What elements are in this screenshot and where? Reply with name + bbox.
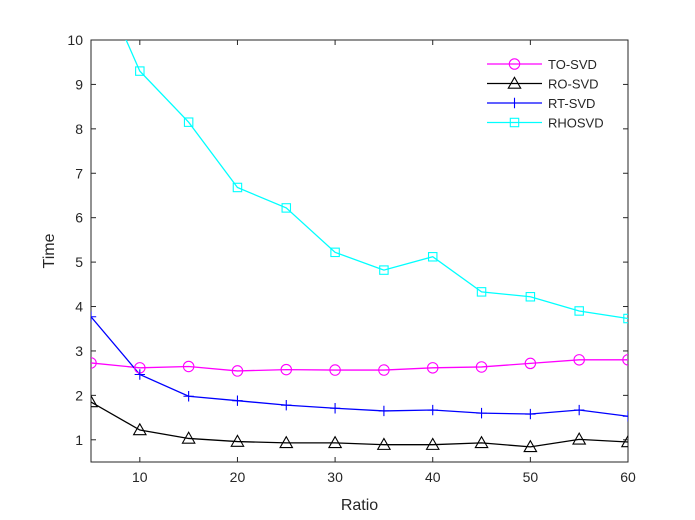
series-line-to-svd [91,359,628,372]
data-point-rt-svd [91,311,97,322]
legend-marker [507,76,522,89]
data-point-rhosvd [525,292,536,302]
data-point-rt-svd [329,403,341,414]
x-tick-label: 20 [230,469,246,485]
y-tick-label: 7 [75,165,83,181]
data-point-rhosvd [379,265,389,275]
data-point-rt-svd [183,391,194,402]
data-point-rhosvd [427,252,438,262]
data-point-rt-svd [525,408,536,420]
data-point-ro-svd [425,437,440,450]
data-point-rt-svd [573,404,585,416]
y-tick-label: 3 [75,343,83,359]
legend-marker [508,58,521,70]
data-point-to-svd [280,363,293,376]
data-point-rt-svd [622,411,628,422]
plot-area [90,39,629,463]
series-line-rt-svd [91,316,628,417]
data-point-rhosvd [623,313,628,324]
data-point-ro-svd [376,437,392,450]
data-point-rt-svd [476,407,487,419]
data-point-rt-svd [281,399,292,411]
series-line-ro-svd [91,401,628,448]
data-point-ro-svd [572,432,587,445]
data-point-to-svd [182,360,195,373]
data-point-ro-svd [523,439,538,453]
data-point-ro-svd [230,434,245,447]
y-tick-label: 6 [75,210,83,226]
data-point-rhosvd [232,182,243,193]
data-point-rt-svd [134,369,146,380]
data-point-rt-svd [378,405,390,417]
data-point-to-svd [426,362,439,374]
legend: TO-SVD RO-SVD RT-SVD RHOSVD [487,57,604,131]
data-point-ro-svd [132,422,147,436]
data-point-to-svd [475,361,488,373]
y-tick-label: 9 [75,76,83,92]
x-tick-label: 60 [620,469,636,485]
data-point-to-svd [329,364,341,376]
legend-marker [509,97,520,109]
y-tick-label: 1 [75,432,83,448]
y-tick-label: 2 [75,387,83,403]
legend-label: RHOSVD [548,116,604,131]
data-point-rhosvd [281,203,292,213]
data-point-rt-svd [427,404,438,416]
legend-marker [509,117,520,128]
data-point-to-svd [231,365,244,377]
legend-label: RT-SVD [548,96,595,111]
legend-label: RO-SVD [548,77,599,92]
data-point-ro-svd [91,394,99,408]
x-tick-label: 40 [425,469,441,485]
y-tick-label: 8 [75,121,83,137]
y-tick-label: 4 [75,299,83,315]
marker-layer [91,66,628,453]
data-point-to-svd [378,364,390,376]
y-axis-ticks: 1 2 3 4 5 6 7 8 9 10 [67,32,628,448]
x-axis-label: Ratio [341,497,378,514]
data-point-to-svd [524,357,537,370]
data-point-ro-svd [327,435,343,449]
x-tick-label: 30 [327,469,343,485]
legend-label: TO-SVD [548,57,597,72]
data-point-rhosvd [574,306,584,316]
data-point-to-svd [622,354,628,366]
data-point-rhosvd [135,66,145,76]
data-point-to-svd [573,354,585,366]
data-point-ro-svd [620,434,628,448]
data-point-rt-svd [232,395,243,406]
data-point-rhosvd [476,287,487,297]
data-point-ro-svd [279,435,294,449]
x-axis-ticks: 10 20 30 40 50 60 [132,40,636,485]
data-point-rhosvd [330,247,340,258]
data-point-ro-svd [474,435,489,449]
y-tick-label: 10 [67,32,83,48]
series-line-rhosvd [125,40,628,320]
data-point-ro-svd [181,431,196,444]
series-layer [91,40,628,448]
x-tick-label: 50 [523,469,539,485]
y-axis-label: Time [41,233,58,268]
data-point-rhosvd [183,117,194,127]
y-tick-label: 5 [75,254,83,270]
data-point-to-svd [91,357,97,369]
x-tick-label: 10 [132,469,148,485]
